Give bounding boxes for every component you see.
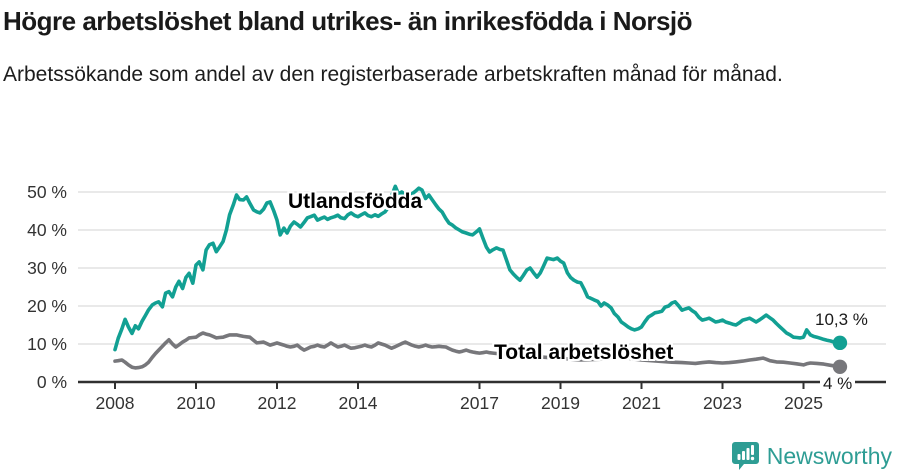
x-tick-label: 2025 — [784, 393, 823, 413]
y-tick-label: 20 % — [27, 296, 67, 316]
y-tick-label: 0 % — [37, 372, 67, 392]
brand-footer: Newsworthy — [731, 441, 892, 471]
page-title: Högre arbetslöshet bland utrikes- än inr… — [3, 6, 693, 36]
series-end-dot — [832, 359, 848, 374]
chart-subtitle: Arbetssökande som andel av den registerb… — [3, 63, 783, 86]
x-tick-label: 2021 — [622, 393, 661, 413]
x-tick-label: 2008 — [96, 393, 135, 413]
series-label-utlandsfodda: Utlandsfödda — [288, 190, 423, 213]
series-label-total: Total arbetslöshet — [494, 341, 674, 364]
y-tick-label: 10 % — [27, 334, 67, 354]
newsworthy-logo-icon — [731, 442, 759, 470]
y-tick-label: 50 % — [27, 182, 67, 202]
x-tick-label: 2012 — [258, 393, 297, 413]
series-end-dot — [832, 335, 848, 351]
brand-name: Newsworthy — [766, 442, 892, 469]
x-tick-label: 2023 — [703, 393, 742, 413]
series-line — [113, 331, 842, 370]
x-tick-label: 2014 — [339, 393, 378, 413]
y-tick-label: 40 % — [27, 220, 67, 240]
end-value-label-utlandsfodda: 10,3 % — [815, 310, 868, 329]
y-tick-label: 30 % — [27, 258, 67, 278]
x-tick-label: 2017 — [460, 393, 499, 413]
end-value-label-total: 4 % — [820, 374, 856, 394]
x-tick-label: 2010 — [177, 393, 216, 413]
x-tick-label: 2019 — [541, 393, 580, 413]
series-line — [113, 184, 842, 352]
